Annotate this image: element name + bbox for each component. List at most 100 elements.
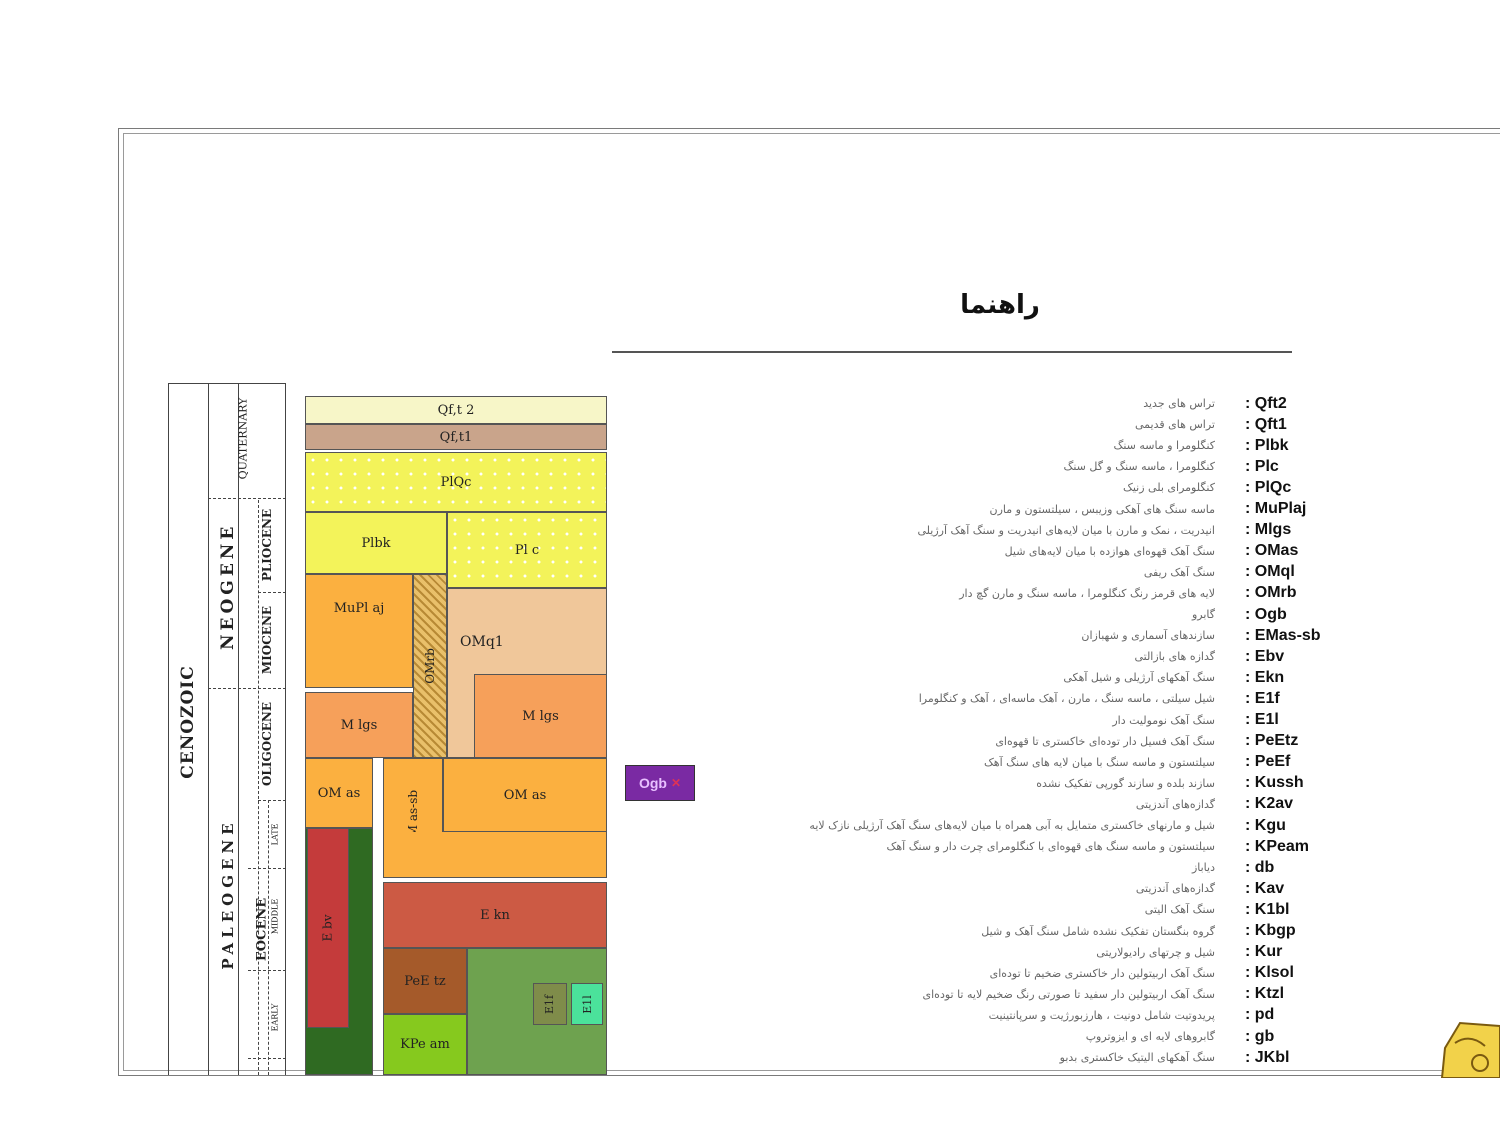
legend-description: سنگ آهک اربیتولین دار خاکستری ضخیم تا تو… — [989, 966, 1215, 980]
legend-item: سنگ آهک اربیتولین دار سفید تا صورتی رنگ … — [620, 984, 1360, 1005]
unit-qft2: Qf,t 2 — [305, 396, 607, 424]
legend-description: کنگلومرای بلی زنیک — [1123, 481, 1215, 495]
legend-item: سنگ آهکهای آرژیلی و شیل آهکی: Ekn — [620, 667, 1360, 688]
legend-item: گدازه‌های آندزیتی : K2av — [620, 794, 1360, 815]
legend-item: سازند بلده و سازند گورپی تفکیک نشده : Kus… — [620, 773, 1360, 794]
legend-item: گابروهای لایه ای و ایزوتروپ: gb — [620, 1026, 1360, 1047]
legend-description: سنگ آهک ریفی — [1143, 565, 1215, 579]
unit-plqc: PlQc — [305, 452, 607, 512]
legend-item: سنگ آهک الیتی: K1bl — [620, 899, 1360, 920]
subepoch-boundary-2 — [248, 970, 286, 971]
legend-code: : PeEf — [1245, 753, 1291, 771]
epoch-boundary-oe — [258, 800, 286, 801]
legend-item: ماسه سنگ های آهکی وزیبس ، سیلتستون و مار… — [620, 499, 1360, 520]
legend-item: پریدوتیت شامل دونیت ، هارزبورژیت و سرپان… — [620, 1005, 1360, 1026]
subepoch-boundary-3 — [248, 1058, 286, 1059]
legend-description: سیلتستون و ماسه سنگ با میان لایه های سنگ… — [983, 755, 1215, 769]
period-divider — [238, 383, 239, 1075]
period-label-quaternary: QUATERNARY — [236, 397, 250, 480]
subepoch-label-middle: MIDDLE — [270, 898, 280, 935]
legend-item: لایه های قرمز رنگ کنگلومرا ، ماسه سنگ و … — [620, 583, 1360, 604]
legend-description: تراس های جدید — [1143, 397, 1215, 410]
period-boundary-ng — [208, 688, 286, 689]
legend-item: سیلتستون و ماسه سنگ با میان لایه های سنگ… — [620, 752, 1360, 773]
legend-description: شیل سیلتی ، ماسه سنگ ، مارن ، آهک ماسه‌ا… — [918, 692, 1215, 706]
map-frame — [118, 128, 1500, 1076]
legend-item: شیل و چرتهای رادیولاریتی : Kur — [620, 942, 1360, 963]
legend-description: لایه های قرمز رنگ کنگلومرا ، ماسه سنگ و … — [959, 586, 1215, 600]
legend-item: کنگلومرا و ماسه سنگ: Plbk — [620, 435, 1360, 456]
legend-code: : OMql — [1245, 563, 1295, 581]
unit-mlgs-right: M lgs — [474, 674, 607, 758]
legend-code: : Kav — [1245, 879, 1285, 897]
legend-description: گابرو — [1191, 608, 1215, 621]
legend-code: : PeEtz — [1245, 732, 1299, 750]
legend-item: گابرو : Ogb — [620, 604, 1360, 625]
era-divider — [208, 383, 209, 1075]
legend-description: پریدوتیت شامل دونیت ، هارزبورژیت و سرپان… — [988, 1008, 1215, 1022]
legend-description: انیدریت ، نمک و مارن با میان لایه‌های ان… — [917, 523, 1216, 537]
unit-omas-left: OM as — [305, 758, 373, 828]
legend-item: سنگ آهک فسیل دار توده‌ای خاکستری تا قهوه… — [620, 731, 1360, 752]
unit-qft1: Qf,t1 — [305, 424, 607, 450]
period-label-paleogene: PALEOGENE — [219, 818, 237, 970]
legend-code: : Qft2 — [1245, 394, 1287, 412]
subepoch-label-late: LATE — [270, 823, 280, 846]
legend-description: شیل و چرتهای رادیولاریتی — [1096, 945, 1215, 959]
legend-item: دیاباز : db — [620, 857, 1360, 878]
legend-description: گدازه‌های آندزیتی — [1135, 882, 1215, 896]
legend-code: : gb — [1245, 1027, 1275, 1045]
legend-description: سنگ آهک اربیتولین دار سفید تا صورتی رنگ … — [922, 987, 1215, 1001]
legend-code: : OMrb — [1245, 584, 1297, 602]
legend-item: گدازه های بازالتی: Ebv — [620, 646, 1360, 667]
legend-code: : KPeam — [1245, 837, 1310, 855]
legend-description: سنگ آهک فسیل دار توده‌ای خاکستری تا قهوه… — [995, 734, 1215, 748]
epoch-label-oligocene: OLIGOCENE — [260, 701, 274, 787]
legend-code: : K2av — [1245, 795, 1294, 813]
unit-kpeam: KPe am — [383, 1014, 467, 1075]
legend-item: کنگلومرای بلی زنیک : PlQc — [620, 477, 1360, 498]
epoch-label-miocene: MIOCENE — [260, 605, 274, 675]
legend-item: سنگ آهک ریفی : OMql — [620, 562, 1360, 583]
legend-code: : JKbl — [1245, 1048, 1290, 1066]
unit-plc: Pl c — [447, 512, 607, 588]
legend-item: سنگ آهکهای الیتیک خاکستری بدبو: JKbl — [620, 1047, 1360, 1068]
legend-code: : Ekn — [1245, 668, 1285, 686]
unit-ekn: E kn — [383, 882, 607, 948]
legend-description: گدازه‌های آندزیتی — [1135, 797, 1215, 811]
legend-code: : PlQc — [1245, 478, 1292, 496]
legend-description: سنگ آهک قهوه‌ای هوازده با میان لایه‌های … — [1004, 544, 1215, 558]
legend-code: : Kbgp — [1245, 922, 1296, 939]
era-label: CENOZOIC — [178, 665, 198, 779]
time-scale-column — [168, 383, 286, 1075]
legend-item: تراس های جدید : Qft2 — [620, 393, 1360, 414]
unit-plbk: Plbk — [305, 512, 447, 574]
legend-code: : Kur — [1245, 943, 1283, 961]
subepoch-boundary-1 — [248, 868, 286, 869]
legend-code: : Kussh — [1245, 774, 1304, 792]
unit-omas-right: OM as — [443, 758, 607, 832]
legend-code: : Plc — [1245, 457, 1279, 475]
unit-emas-lower — [383, 832, 607, 878]
unit-mlgs-left: M lgs — [305, 692, 413, 758]
legend-item: انیدریت ، نمک و مارن با میان لایه‌های ان… — [620, 520, 1360, 541]
legend-code: : EMas-sb — [1245, 626, 1321, 644]
ogb-swatch: Ogb ✕ — [625, 765, 695, 801]
title-underline — [612, 351, 1292, 353]
legend-description: سازند بلده و سازند گورپی تفکیک نشده — [1036, 776, 1215, 790]
legend-item: تراس های قدیمی: Qft1 — [620, 414, 1360, 435]
legend-code: : Ogb — [1245, 605, 1287, 623]
legend-description: دیاباز — [1191, 861, 1215, 875]
legend-code: : db — [1245, 858, 1275, 876]
legend-code: : K1bl — [1245, 900, 1290, 918]
legend-description: ماسه سنگ های آهکی وزیبس ، سیلتستون و مار… — [989, 502, 1216, 516]
legend-code: : pd — [1245, 1006, 1275, 1024]
subepoch-divider — [268, 800, 269, 1075]
legend-description: کنگلومرا ، ماسه سنگ و گل سنگ — [1063, 460, 1215, 474]
unit-e1f: E1f — [533, 983, 567, 1025]
legend-title: راهنما — [960, 290, 1040, 320]
legend-code: : Ebv — [1245, 647, 1285, 665]
unit-e1l: E1l — [571, 983, 603, 1025]
legend-code: : Ktzl — [1245, 985, 1285, 1003]
legend-item: سیلتستون و ماسه سنگ های قهوه‌ای با کنگلو… — [620, 836, 1360, 857]
